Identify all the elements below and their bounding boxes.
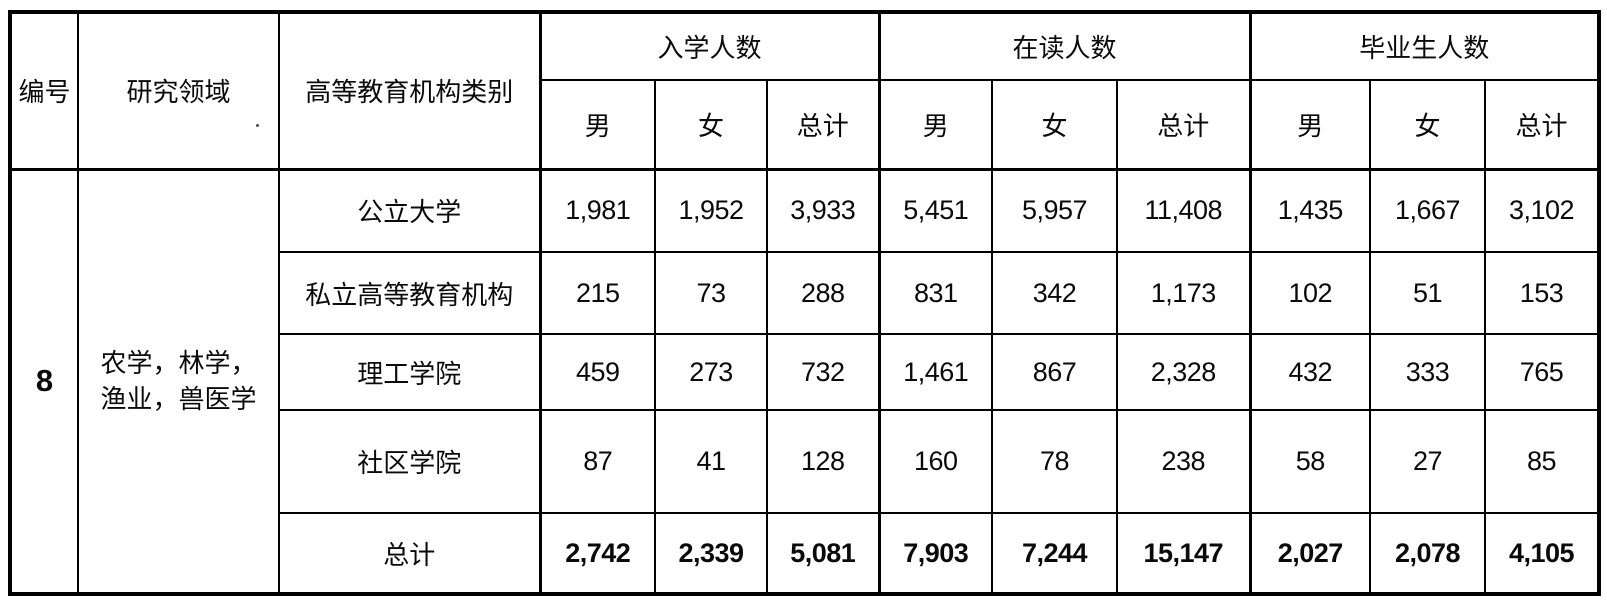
cell-value: 432: [1248, 333, 1371, 411]
cell-value: 78: [991, 409, 1118, 514]
cell-value-total: 5,081: [766, 512, 880, 595]
institution-label: 社区学院: [278, 409, 541, 514]
cell-value: 5,957: [991, 167, 1118, 253]
cell-value: 3,933: [766, 167, 880, 253]
cell-value-total: 15,147: [1116, 512, 1251, 595]
column-header-institution-type: 高等教育机构类别: [278, 11, 541, 170]
subheader-current-total: 总计: [1116, 79, 1251, 170]
cell-value: 1,461: [877, 333, 993, 411]
cell-value: 238: [1116, 409, 1251, 514]
education-statistics-table: 编号 研究领域 高等教育机构类别 入学人数 在读人数 毕业生人数 男 女 总计 …: [8, 10, 1602, 596]
cell-value: 3,102: [1483, 167, 1601, 253]
group-header-graduates: 毕业生人数: [1248, 11, 1601, 81]
institution-label: 理工学院: [278, 333, 541, 411]
cell-value-total: 7,244: [991, 512, 1118, 595]
cell-value: 1,981: [538, 167, 656, 253]
subheader-graduates-male: 男: [1248, 79, 1371, 170]
cell-value-total: 2,742: [538, 512, 656, 595]
cell-value: 215: [538, 251, 656, 335]
cell-value: 732: [766, 333, 880, 411]
total-row-label: 总计: [278, 512, 541, 595]
subheader-graduates-total: 总计: [1483, 79, 1601, 170]
cell-value: 831: [877, 251, 993, 335]
cell-value: 160: [877, 409, 993, 514]
cell-value-total: 2,339: [654, 512, 768, 595]
subheader-enrolled-male: 男: [538, 79, 656, 170]
cell-value: 1,435: [1248, 167, 1371, 253]
group-header-enrolled: 入学人数: [538, 11, 880, 81]
cell-value: 87: [538, 409, 656, 514]
research-field-cell: 农学，林学， 渔业，兽医学: [77, 167, 280, 595]
institution-label: 公立大学: [278, 167, 541, 253]
table-row: 理工学院 459 273 732 1,461 867 2,328 432 333…: [10, 333, 1601, 411]
column-header-research-field: 研究领域: [77, 11, 280, 170]
table-row: 私立高等教育机构 215 73 288 831 342 1,173 102 51…: [10, 251, 1601, 335]
table-row-total: 总计 2,742 2,339 5,081 7,903 7,244 15,147 …: [10, 512, 1601, 595]
cell-value: 128: [766, 409, 880, 514]
cell-value: 27: [1369, 409, 1486, 514]
cell-value: 11,408: [1116, 167, 1251, 253]
cell-value: 85: [1483, 409, 1601, 514]
cell-value: 288: [766, 251, 880, 335]
subheader-current-male: 男: [877, 79, 993, 170]
subheader-graduates-female: 女: [1369, 79, 1486, 170]
institution-label: 私立高等教育机构: [278, 251, 541, 335]
subheader-current-female: 女: [991, 79, 1118, 170]
cell-value: 1,952: [654, 167, 768, 253]
cell-value: 459: [538, 333, 656, 411]
cell-value: 102: [1248, 251, 1371, 335]
research-field-line: 渔业，兽医学: [100, 384, 257, 415]
subheader-enrolled-female: 女: [654, 79, 768, 170]
cell-value: 153: [1483, 251, 1601, 335]
cell-value: 1,173: [1116, 251, 1251, 335]
cell-value: 273: [654, 333, 768, 411]
scan-artifact-dot: [256, 124, 259, 127]
subheader-enrolled-total: 总计: [766, 79, 880, 170]
cell-value: 765: [1483, 333, 1601, 411]
cell-value: 1,667: [1369, 167, 1486, 253]
cell-value-total: 2,078: [1369, 512, 1486, 595]
research-field-line: 农学，林学，: [100, 348, 257, 379]
cell-value: 58: [1248, 409, 1371, 514]
cell-value-total: 4,105: [1483, 512, 1601, 595]
cell-value: 342: [991, 251, 1118, 335]
cell-value: 51: [1369, 251, 1486, 335]
table-row: 8 农学，林学， 渔业，兽医学 公立大学 1,981 1,952 3,933 5…: [9, 167, 1601, 595]
row-id-cell: 8: [9, 167, 79, 595]
cell-value: 73: [654, 251, 768, 335]
table-row: 社区学院 87 41 128 160 78 238 58 27 85: [10, 409, 1601, 514]
column-header-id: 编号: [9, 11, 79, 170]
cell-value-total: 7,903: [877, 512, 993, 595]
cell-value: 2,328: [1116, 333, 1251, 411]
cell-value: 333: [1369, 333, 1486, 411]
cell-value: 867: [991, 333, 1118, 411]
cell-value: 41: [654, 409, 768, 514]
cell-value: 5,451: [877, 167, 993, 253]
group-header-current-students: 在读人数: [877, 11, 1251, 81]
cell-value-total: 2,027: [1248, 512, 1371, 595]
